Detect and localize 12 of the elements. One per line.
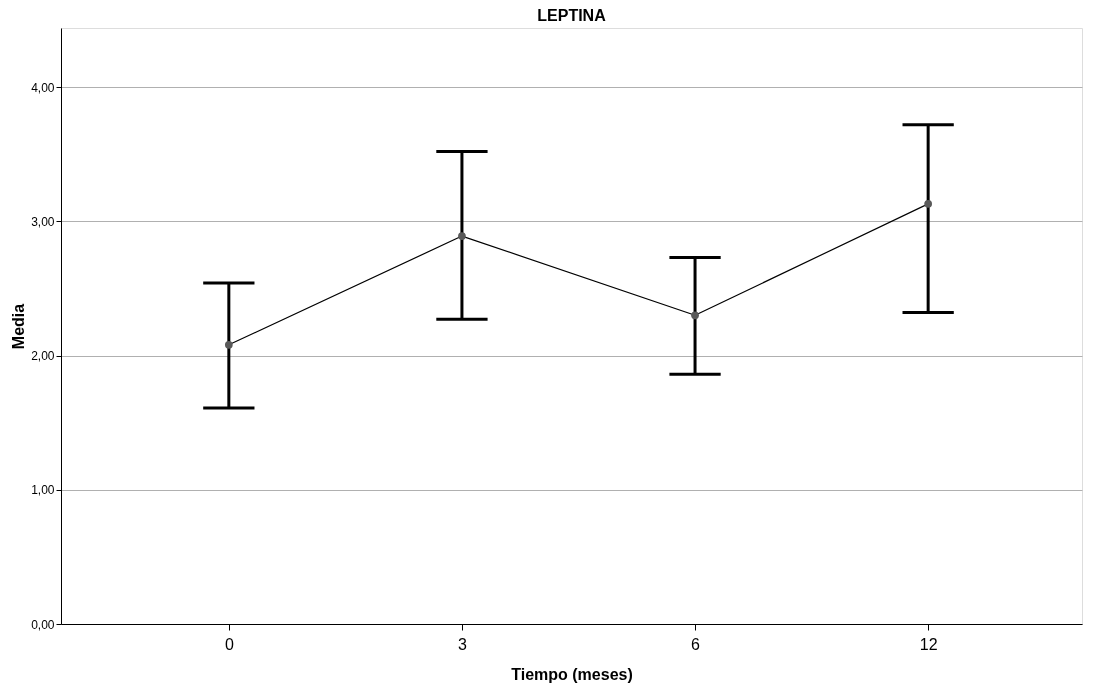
y-tick-label: 1,00	[31, 483, 55, 498]
x-tick-label: 12	[919, 635, 938, 653]
x-tick-label: 0	[224, 635, 234, 653]
y-tick-label: 3,00	[31, 214, 55, 229]
y-tick-label: 2,00	[31, 349, 55, 364]
x-tick-label: 3	[457, 635, 467, 653]
x-tick-label: 6	[691, 635, 701, 653]
y-tick-label: 4,00	[31, 80, 55, 95]
chart-title: LEPTINA	[537, 7, 607, 24]
y-axis-title: Media	[10, 303, 28, 350]
x-axis-title: Tiempo (meses)	[511, 665, 633, 683]
y-tick-label: 0,00	[31, 617, 55, 632]
